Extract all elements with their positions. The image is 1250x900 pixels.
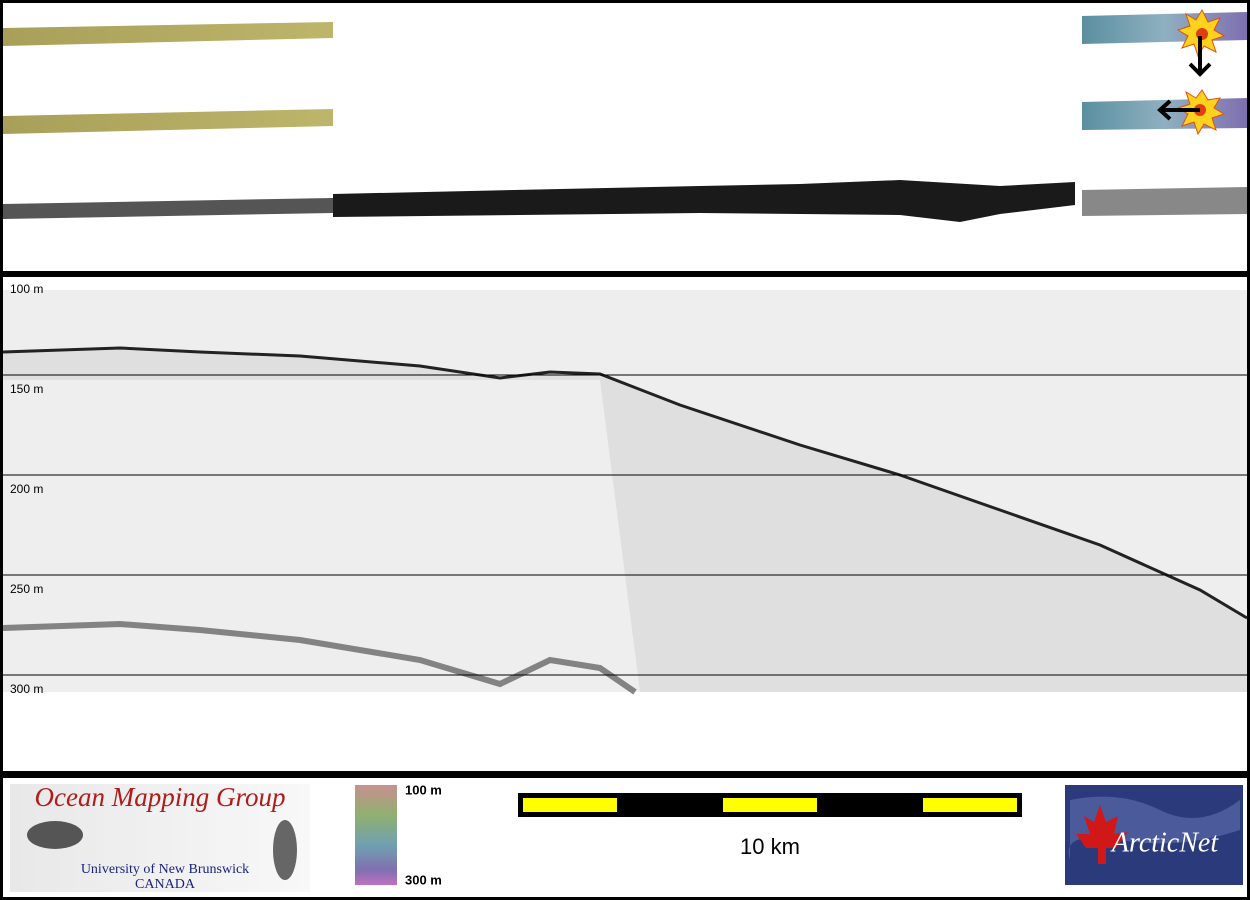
map-panel (3, 3, 1247, 271)
scale-segment (523, 798, 617, 812)
omg-country: CANADA (135, 877, 196, 892)
colorbar-label: 100 m (405, 782, 442, 797)
seafloor-return (2, 346, 1248, 620)
depth-label: 150 m (10, 382, 43, 396)
backscatter-strip (1082, 187, 1247, 216)
backscatter-strip (333, 180, 1075, 222)
logo-graphic (273, 820, 297, 880)
depth-label: 250 m (10, 582, 43, 596)
arrow (1157, 99, 1200, 121)
omg-university: University of New Brunswick (81, 862, 249, 877)
colorbar-label: 300 m (405, 872, 442, 887)
scale-segment (723, 798, 817, 812)
swath-strip (3, 22, 333, 46)
maple-leaf (1076, 805, 1128, 864)
multiple-return (2, 620, 637, 695)
depth-label: 200 m (10, 482, 43, 496)
depth-label: 100 m (10, 282, 43, 296)
omg-title: Ocean Mapping Group (35, 782, 286, 812)
depth-label: 300 m (10, 682, 43, 696)
water-column-noise (3, 348, 1247, 692)
scale-label: 10 km (740, 834, 800, 859)
swath-strip (3, 109, 333, 134)
swath-strip (1082, 12, 1247, 44)
scale-segment (923, 798, 1017, 812)
colorbar (355, 785, 397, 885)
backscatter-strip (3, 198, 333, 219)
arrow (1188, 36, 1212, 77)
logo-graphic (1068, 796, 1240, 860)
depth-grid (3, 374, 1247, 676)
logo-graphic (27, 821, 83, 849)
arcticnet-title: ArcticNet (1110, 827, 1219, 858)
